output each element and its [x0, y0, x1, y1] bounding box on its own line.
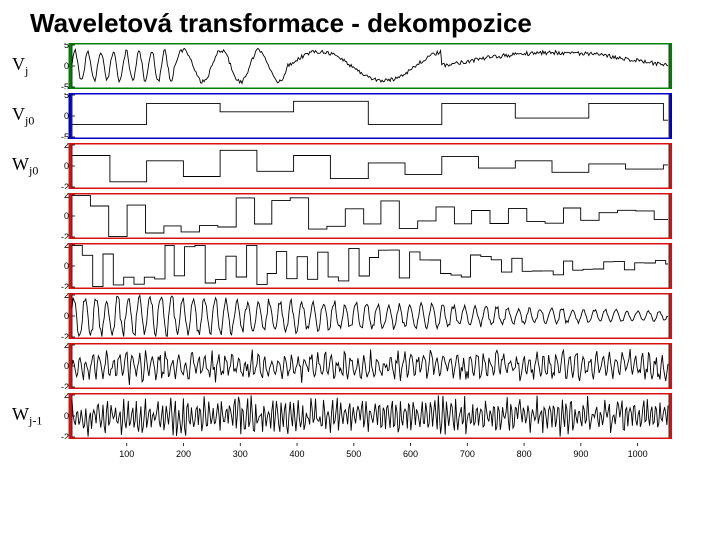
- signal-panel-w5: -2 0 2: [52, 293, 672, 339]
- svg-text:0: 0: [64, 61, 69, 71]
- page-title: Waveletová transformace - dekompozice: [0, 0, 720, 43]
- svg-text:1000: 1000: [628, 449, 648, 459]
- svg-text:5: 5: [64, 93, 69, 100]
- signal-panel-wjm1: -2 0 2: [52, 393, 672, 439]
- svg-text:300: 300: [233, 449, 248, 459]
- svg-text:600: 600: [403, 449, 418, 459]
- panel-row-w4: -2 0 2: [10, 243, 710, 289]
- svg-text:700: 700: [460, 449, 475, 459]
- svg-text:900: 900: [573, 449, 588, 459]
- panel-row-vj: Vj -5 0 5: [10, 43, 710, 89]
- svg-text:-2: -2: [61, 182, 69, 189]
- svg-text:2: 2: [64, 143, 69, 150]
- svg-text:0: 0: [64, 411, 69, 421]
- svg-text:-2: -2: [61, 382, 69, 389]
- svg-text:2: 2: [64, 343, 69, 350]
- svg-text:0: 0: [64, 211, 69, 221]
- panel-label-vj0: Vj0: [10, 104, 52, 129]
- svg-text:-2: -2: [61, 232, 69, 239]
- svg-text:0: 0: [64, 361, 69, 371]
- svg-text:0: 0: [64, 311, 69, 321]
- panel-row-w6: -2 0 2: [10, 343, 710, 389]
- signal-panel-w3: -2 0 2: [52, 193, 672, 239]
- svg-text:-5: -5: [61, 82, 69, 89]
- svg-text:800: 800: [517, 449, 532, 459]
- panel-row-vj0: Vj0 -5 0 5: [10, 93, 710, 139]
- svg-text:0: 0: [64, 111, 69, 121]
- signal-panel-w6: -2 0 2: [52, 343, 672, 389]
- panel-row-wj0: Wj0 -2 0 2: [10, 143, 710, 189]
- svg-text:-2: -2: [61, 332, 69, 339]
- svg-text:0: 0: [64, 161, 69, 171]
- signal-panel-vj: -5 0 5: [52, 43, 672, 89]
- svg-text:100: 100: [119, 449, 134, 459]
- svg-text:2: 2: [64, 393, 69, 400]
- svg-text:-5: -5: [61, 132, 69, 139]
- panel-row-wjm1: Wj-1 -2 0 2: [10, 393, 710, 439]
- svg-text:0: 0: [64, 261, 69, 271]
- svg-text:500: 500: [346, 449, 361, 459]
- svg-text:2: 2: [64, 243, 69, 250]
- panel-label-vj: Vj: [10, 54, 52, 79]
- panel-row-w5: -2 0 2: [10, 293, 710, 339]
- signal-panel-vj0: -5 0 5: [52, 93, 672, 139]
- signal-panel-wj0: -2 0 2: [52, 143, 672, 189]
- signal-panel-w4: -2 0 2: [52, 243, 672, 289]
- svg-text:2: 2: [64, 293, 69, 300]
- svg-text:5: 5: [64, 43, 69, 50]
- panel-label-wjm1: Wj-1: [10, 404, 52, 429]
- x-axis: 100 200 300 400 500 600 700 800 900 1000: [50, 443, 670, 461]
- svg-text:2: 2: [64, 193, 69, 200]
- panel-label-wj0: Wj0: [10, 154, 52, 179]
- svg-text:-2: -2: [61, 432, 69, 439]
- svg-text:-2: -2: [61, 282, 69, 289]
- svg-text:200: 200: [176, 449, 191, 459]
- panel-row-w3: -2 0 2: [10, 193, 710, 239]
- wavelet-panels: Vj-505Vj0-505Wj0-202-202-202-202-202Wj-1…: [10, 43, 710, 466]
- svg-text:400: 400: [290, 449, 305, 459]
